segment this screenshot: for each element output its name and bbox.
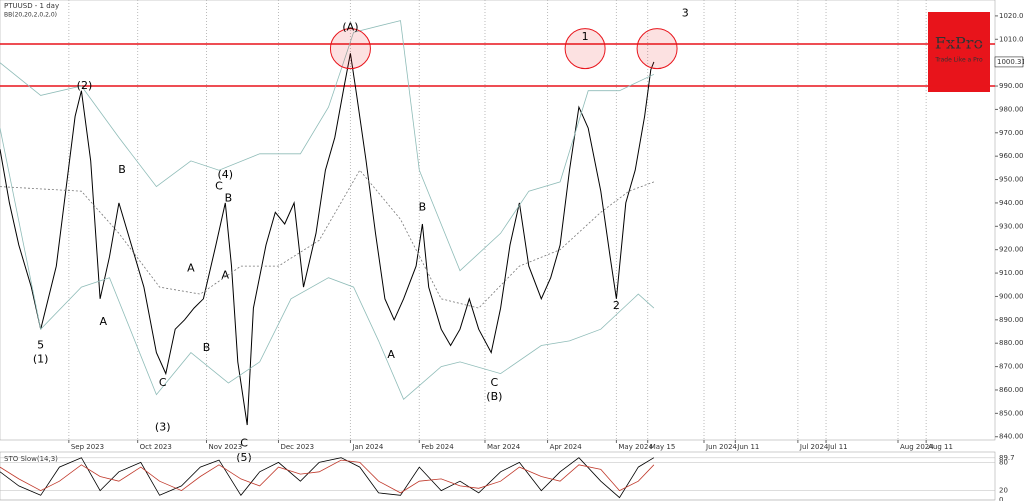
y-tick-label: 950.00	[999, 176, 1024, 184]
y-tick-label: 880.00	[999, 339, 1024, 347]
x-tick-label: Jul 2024	[799, 443, 829, 451]
y-tick-label: 900.00	[999, 292, 1024, 300]
stochastic-tick-label: 80	[999, 458, 1008, 466]
y-tick-label: 850.00	[999, 409, 1024, 417]
x-tick-label: Jul 11	[827, 443, 848, 451]
wave-label: (4)	[217, 168, 233, 181]
x-tick-label: Sep 2023	[71, 443, 104, 451]
wave-label: 5	[37, 339, 44, 352]
x-tick-label: Aug 11	[928, 443, 953, 451]
highlight-circle	[564, 28, 606, 70]
y-tick-label: 930.00	[999, 222, 1024, 230]
y-tick-label: 840.00	[999, 433, 1024, 441]
wave-label: (1)	[33, 353, 49, 366]
y-tick-label: 1010.00	[999, 35, 1024, 43]
logo: FxPro	[935, 34, 983, 53]
x-tick-label: Dec 2023	[280, 443, 314, 451]
price-line	[0, 20, 655, 272]
x-tick-label: Feb 2024	[421, 443, 454, 451]
y-tick-label: 960.00	[999, 152, 1024, 160]
wave-label: C	[215, 180, 223, 193]
x-tick-label: Jun 2024	[705, 443, 738, 451]
x-tick-label: Aug 2024	[900, 443, 934, 451]
wave-label: C	[491, 376, 499, 389]
highlight-circle	[329, 28, 371, 70]
y-tick-label: 970.00	[999, 129, 1024, 137]
y-tick-label: 920.00	[999, 246, 1024, 254]
wave-label: B	[225, 191, 233, 204]
stochastic-panel	[0, 451, 996, 501]
x-tick-label: May 15	[650, 443, 676, 451]
stochastic-title: STO Slow(14,3)	[4, 455, 58, 463]
x-tick-label: Nov 2023	[209, 443, 243, 451]
wave-label: A	[187, 261, 195, 274]
stochastic-tick-label: 20	[999, 487, 1008, 495]
y-tick-label: 990.00	[999, 82, 1024, 90]
wave-label: B	[203, 341, 211, 354]
wave-label: (A)	[342, 21, 358, 34]
wave-label: 1	[582, 30, 589, 43]
indicator-label: BB(20,20,2,0,2,0)	[4, 12, 57, 19]
wave-label: (5)	[236, 451, 252, 464]
wave-label: (B)	[486, 390, 502, 403]
wave-label: (2)	[77, 79, 93, 92]
x-tick-label: Jan 2024	[351, 443, 383, 451]
wave-label: A	[387, 348, 395, 361]
y-tick-label: 940.00	[999, 199, 1024, 207]
wave-label: C	[159, 376, 167, 389]
wave-label: A	[222, 268, 230, 281]
y-tick-label: 1020.00	[999, 12, 1024, 20]
y-tick-label: 890.00	[999, 316, 1024, 324]
wave-label: A	[99, 315, 107, 328]
y-tick-label: 980.00	[999, 105, 1024, 113]
price-line	[0, 128, 655, 400]
wave-label: (3)	[155, 420, 171, 433]
y-tick-label: 860.00	[999, 386, 1024, 394]
stochastic-tick-label: 0	[999, 496, 1003, 501]
x-tick-label: Apr 2024	[550, 443, 583, 451]
main-panel	[0, 0, 996, 441]
y-tick-label: 870.00	[999, 363, 1024, 371]
last-price-label: 1000.31	[997, 58, 1024, 66]
logo-tagline: Trade Like a Pro	[934, 57, 983, 64]
chart-title: PTUUSD - 1 day	[4, 2, 59, 10]
stochastic-line	[0, 457, 655, 499]
wave-label: B	[419, 201, 427, 214]
logo-box	[928, 12, 990, 92]
wave-label: 2	[613, 299, 620, 312]
last-price-tag	[994, 56, 1024, 68]
x-tick-label: May 2024	[618, 443, 653, 451]
wave-label: 3	[682, 7, 689, 20]
y-tick-label: 910.00	[999, 269, 1024, 277]
highlight-circle	[636, 28, 678, 70]
x-tick-label: Oct 2023	[140, 443, 172, 451]
wave-label: B	[118, 163, 126, 176]
stochastic-line	[0, 459, 655, 494]
stochastic-tick-label: 89.7	[999, 454, 1015, 462]
price-line	[0, 53, 655, 426]
x-tick-label: Mar 2024	[487, 443, 521, 451]
wave-label: C	[240, 437, 248, 450]
x-tick-label: Jun 11	[736, 443, 759, 451]
